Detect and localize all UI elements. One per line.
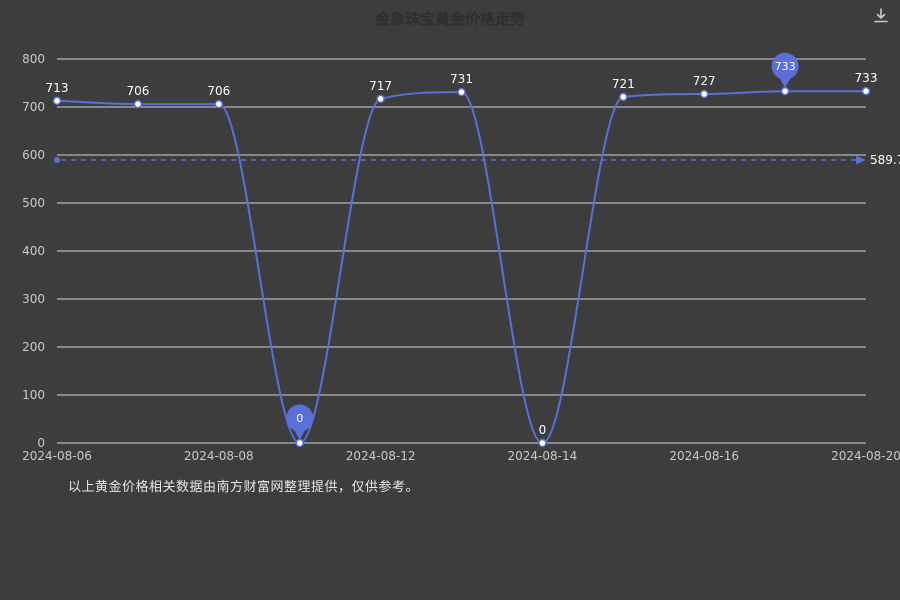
data-point[interactable] <box>861 86 871 96</box>
data-point[interactable] <box>376 94 385 104</box>
x-tick-label: 2024-08-08 <box>184 449 254 463</box>
point-value-label: 727 <box>693 74 716 88</box>
x-tick-label: 2024-08-12 <box>346 449 416 463</box>
y-tick-label: 200 <box>22 340 45 354</box>
chart-title: 金象珠宝黄金价格走势 <box>374 10 525 28</box>
x-tick-label: 2024-08-16 <box>669 449 739 463</box>
data-point[interactable] <box>699 89 709 99</box>
y-tick-label: 500 <box>22 196 45 210</box>
y-tick-label: 300 <box>22 292 45 306</box>
average-line-layer: 589.7 <box>54 153 900 167</box>
mark-pins-layer: 0 733 <box>286 52 799 440</box>
point-value-label: 733 <box>855 71 878 85</box>
average-line-start-dot <box>54 156 60 163</box>
average-line-arrow <box>856 155 866 165</box>
y-tick-label: 0 <box>37 436 45 450</box>
value-labels-layer: 713 706 706 717 731 0 721 727 733 <box>46 71 878 437</box>
data-point[interactable] <box>52 96 62 106</box>
x-tick-label: 2024-08-20 <box>831 449 900 463</box>
y-tick-label: 600 <box>22 148 45 162</box>
data-point[interactable] <box>538 438 547 448</box>
x-axis-labels-layer: 2024-08-06 2024-08-08 2024-08-12 2024-08-14… <box>22 449 900 463</box>
download-icon[interactable] <box>872 7 890 25</box>
x-tick-label: 2024-08-14 <box>508 449 578 463</box>
data-point[interactable] <box>214 99 224 109</box>
data-points-layer[interactable] <box>52 86 871 448</box>
svg-text:733: 733 <box>775 60 796 73</box>
series-line <box>56 90 866 445</box>
average-line-label: 589.7 <box>870 153 900 167</box>
max-value-pin: 733 <box>771 52 799 89</box>
data-point[interactable] <box>295 438 304 448</box>
y-tick-label: 100 <box>22 388 45 402</box>
data-point[interactable] <box>457 87 466 97</box>
point-value-label: 721 <box>612 77 635 91</box>
point-value-label: 706 <box>207 84 230 98</box>
point-value-label: 706 <box>126 84 149 98</box>
source-note: 以上黄金价格相关数据由南方财富网整理提供，仅供参考。 <box>68 480 420 495</box>
data-point[interactable] <box>780 86 790 96</box>
svg-text:0: 0 <box>296 412 303 425</box>
y-tick-label: 700 <box>22 100 45 114</box>
point-value-label: 717 <box>369 79 392 93</box>
x-tick-label: 2024-08-06 <box>22 449 92 463</box>
grid-layer: 0 100 200 300 400 500 600 700 800 <box>22 52 866 450</box>
series-line-layer <box>56 90 866 445</box>
point-value-label: 0 <box>539 423 547 437</box>
point-value-label: 713 <box>46 81 69 95</box>
data-point[interactable] <box>619 92 628 102</box>
download-icon-glyph <box>874 8 888 23</box>
data-point[interactable] <box>133 99 143 109</box>
y-tick-label: 800 <box>22 52 45 66</box>
chart-canvas[interactable]: 0 100 200 300 400 500 600 700 800 589.7 713 706 70… <box>0 0 900 470</box>
y-tick-label: 400 <box>22 244 45 258</box>
min-value-pin: 0 <box>286 404 314 440</box>
point-value-label: 731 <box>450 72 473 86</box>
